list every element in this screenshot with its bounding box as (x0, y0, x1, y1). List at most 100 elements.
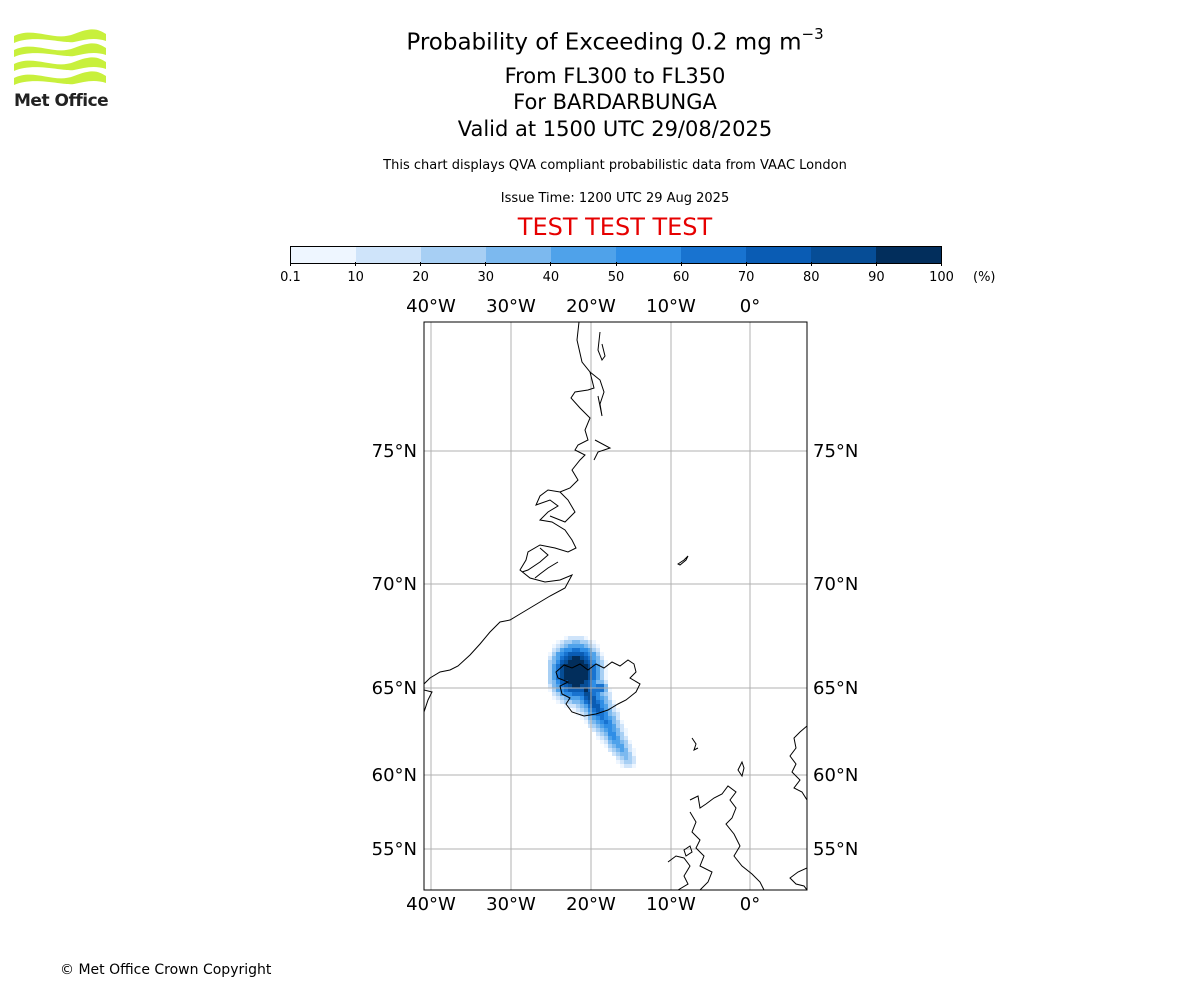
plume-cell (580, 652, 584, 656)
plume-cell (624, 744, 628, 748)
plume-cell (560, 668, 564, 672)
plume-cell (620, 756, 624, 760)
flight-level-range: From FL300 to FL350 (504, 64, 726, 88)
plume-cell (584, 708, 588, 712)
plume-cell (580, 684, 584, 688)
plume-cell (604, 696, 608, 700)
plume-cell (620, 764, 624, 768)
plume-cell (596, 664, 600, 668)
plume-cell (580, 676, 584, 680)
plume-cell (600, 676, 604, 680)
plume-cell (612, 732, 616, 736)
plume-cell (596, 644, 600, 648)
plume-cell (588, 696, 592, 700)
plume-cell (600, 652, 604, 656)
plume-cell (556, 652, 560, 656)
latitude-label: 75°N (372, 441, 417, 462)
plume-cell (620, 740, 624, 744)
plume-cell (624, 740, 628, 744)
plume-cell (572, 660, 576, 664)
plume-cell (596, 720, 600, 724)
plume-cell (604, 732, 608, 736)
plume-cell (588, 716, 592, 720)
colorbar-tick (615, 262, 617, 266)
plume-cell (588, 660, 592, 664)
plume-cell (584, 648, 588, 652)
plume-cell (600, 716, 604, 720)
colorbar-segment (551, 247, 616, 263)
colorbar-tick-label: 50 (607, 270, 625, 285)
plume-cell (608, 716, 612, 720)
plume-cell (568, 692, 572, 696)
colorbar-unit: (%) (973, 270, 996, 285)
plume-cell (600, 696, 604, 700)
plume-cell (564, 672, 568, 676)
plume-cell (560, 688, 564, 692)
plume-cell (548, 672, 552, 676)
plume-cell (624, 756, 628, 760)
plume-cell (564, 704, 568, 708)
plume-cell (564, 668, 568, 672)
latitude-label: 55°N (372, 839, 417, 860)
plume-cell (556, 640, 560, 644)
graticule (424, 322, 807, 890)
plume-cell (600, 728, 604, 732)
plume-cell (596, 708, 600, 712)
plume-cell (564, 696, 568, 700)
plume-cell (612, 752, 616, 756)
plume-cell (568, 636, 572, 640)
plume-cell (604, 740, 608, 744)
plume-cell (556, 696, 560, 700)
plume-cell (608, 744, 612, 748)
plume-cell (616, 760, 620, 764)
plume-cell (608, 704, 612, 708)
plume-cell (552, 676, 556, 680)
plume-cell (624, 760, 628, 764)
plume-cell (560, 656, 564, 660)
plume-cell (548, 680, 552, 684)
plume-cell (552, 648, 556, 652)
plume-cell (568, 688, 572, 692)
plume-cell (592, 652, 596, 656)
plume-cell (580, 648, 584, 652)
plume-cell (584, 644, 588, 648)
jan-mayen (677, 555, 689, 566)
plume-cell (568, 680, 572, 684)
plume-cell (588, 672, 592, 676)
plume-cell (624, 752, 628, 756)
plume-cell (580, 712, 584, 716)
plume-cell (568, 656, 572, 660)
plume-cell (592, 700, 596, 704)
plume-cell (572, 708, 576, 712)
uk-west-coast (689, 811, 713, 890)
plume-cell (608, 728, 612, 732)
plume-cell (548, 664, 552, 668)
plume-cell (560, 700, 564, 704)
longitude-label: 20°W (566, 296, 616, 317)
plume-cell (628, 744, 632, 748)
test-banner: TEST TEST TEST (517, 213, 713, 241)
plume-cell (608, 700, 612, 704)
plume-cell (596, 700, 600, 704)
plume-cell (604, 704, 608, 708)
plume-cell (580, 708, 584, 712)
met-office-wave-icon (14, 29, 106, 85)
plume-cell (616, 736, 620, 740)
plume-cell (588, 644, 592, 648)
plume-cell (584, 692, 588, 696)
plume-cell (568, 648, 572, 652)
plume-cell (596, 716, 600, 720)
plume-cell (628, 756, 632, 760)
plume-cell (604, 700, 608, 704)
title-superscript: −3 (801, 25, 824, 43)
plume-cell (608, 708, 612, 712)
plume-cell (616, 756, 620, 760)
norway-coast (789, 725, 807, 801)
plume-cell (596, 692, 600, 696)
colorbar-segment (421, 247, 486, 263)
plume-cell (596, 684, 600, 688)
plume-cell (588, 692, 592, 696)
plume-cell (592, 656, 596, 660)
plume-cell (568, 672, 572, 676)
